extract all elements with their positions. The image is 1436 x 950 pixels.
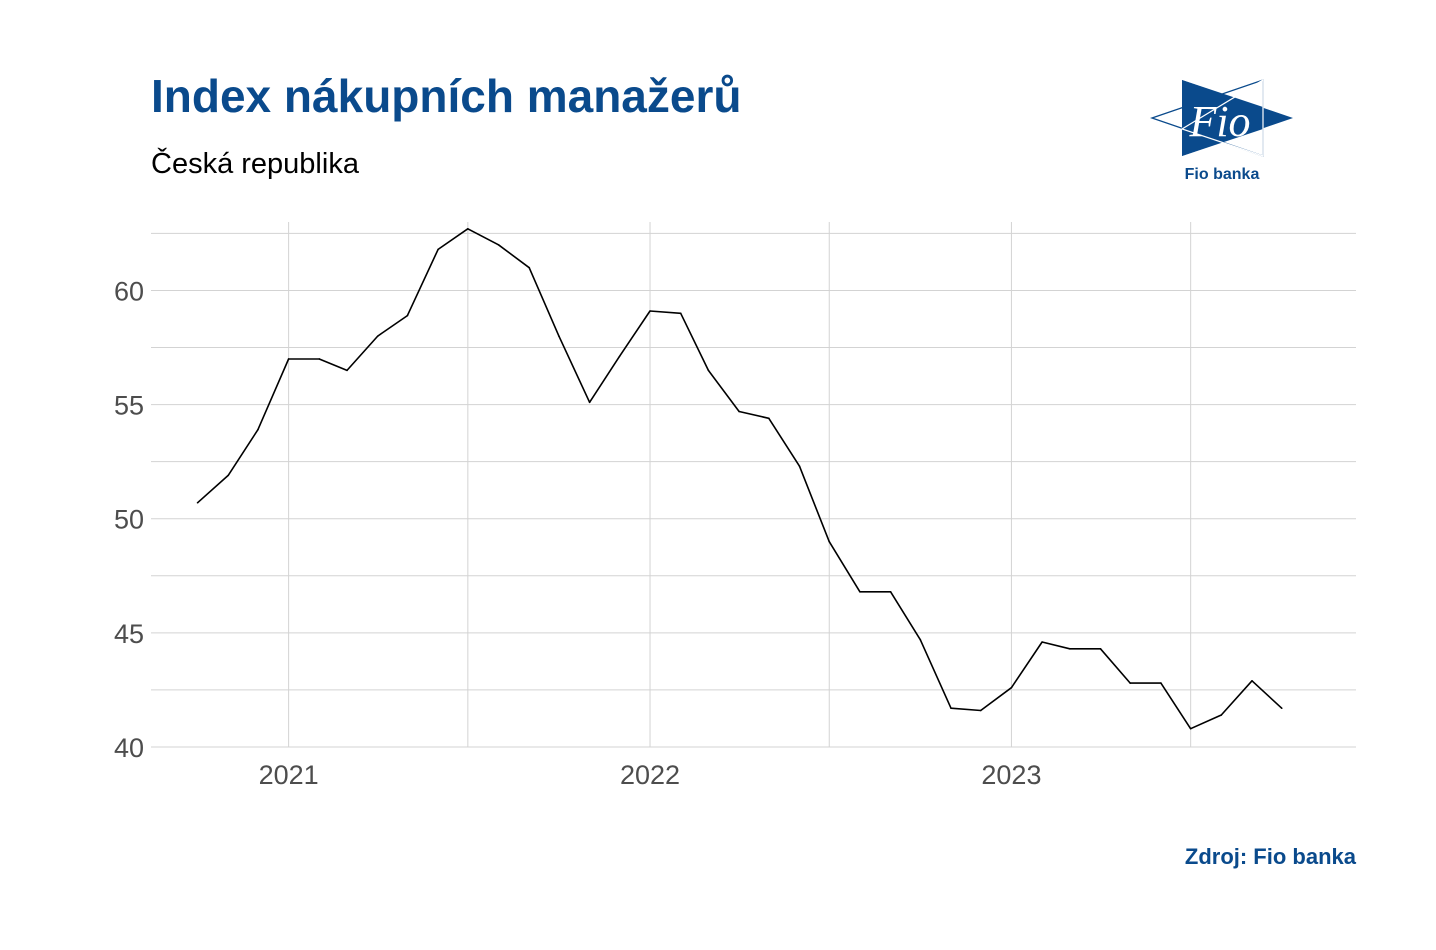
data-point <box>227 474 230 477</box>
fio-banka-logo-icon: Fio Fio banka <box>1149 78 1293 183</box>
data-point <box>1099 648 1102 650</box>
data-point <box>979 709 982 712</box>
data-point <box>738 410 740 413</box>
data-point <box>467 228 469 230</box>
data-point <box>919 638 922 641</box>
y-tick-label: 45 <box>114 619 144 649</box>
chart-subtitle: Česká republika <box>151 148 359 180</box>
logo-caption: Fio banka <box>1185 166 1260 183</box>
series-layer <box>196 228 1283 730</box>
data-point <box>346 369 348 372</box>
data-point <box>318 358 321 360</box>
data-point <box>859 590 861 593</box>
data-point <box>649 310 651 312</box>
data-point <box>196 501 199 504</box>
tick-labels: 40 45 50 55 60 2021 2022 2023 <box>114 276 1042 790</box>
data-point <box>1160 682 1162 684</box>
series-line <box>196 228 1283 730</box>
data-point <box>437 248 439 251</box>
y-tick-label: 55 <box>114 391 144 421</box>
y-tick-label: 40 <box>114 733 144 763</box>
data-point <box>257 428 259 431</box>
data-point <box>1189 727 1192 730</box>
logo-text: Fio <box>1188 97 1250 146</box>
data-point <box>707 369 710 372</box>
data-point <box>1220 714 1223 716</box>
data-point <box>1041 641 1043 643</box>
data-point <box>1129 682 1132 684</box>
data-point <box>828 540 831 543</box>
data-point <box>406 314 409 317</box>
data-point <box>889 590 892 593</box>
chart-title: Index nákupních manažerů <box>151 70 742 122</box>
data-point <box>679 312 682 315</box>
source-note: Zdroj: Fio banka <box>1184 844 1356 869</box>
data-point <box>1280 707 1283 709</box>
data-point <box>798 465 801 468</box>
data-point <box>558 335 560 337</box>
data-point <box>1251 680 1253 682</box>
data-point <box>950 707 952 709</box>
y-tick-label: 60 <box>114 276 144 306</box>
data-point <box>1010 686 1013 689</box>
grid <box>151 222 1356 748</box>
data-point <box>287 358 290 360</box>
y-tick-label: 50 <box>114 505 144 535</box>
x-tick-label: 2023 <box>981 760 1041 790</box>
data-point <box>768 417 770 420</box>
data-point <box>376 335 379 337</box>
x-tick-label: 2022 <box>620 760 680 790</box>
data-point <box>497 244 500 246</box>
data-point <box>618 355 621 358</box>
data-point <box>1069 648 1071 650</box>
data-point <box>528 266 531 269</box>
data-point <box>588 401 591 404</box>
x-tick-label: 2021 <box>259 760 319 790</box>
